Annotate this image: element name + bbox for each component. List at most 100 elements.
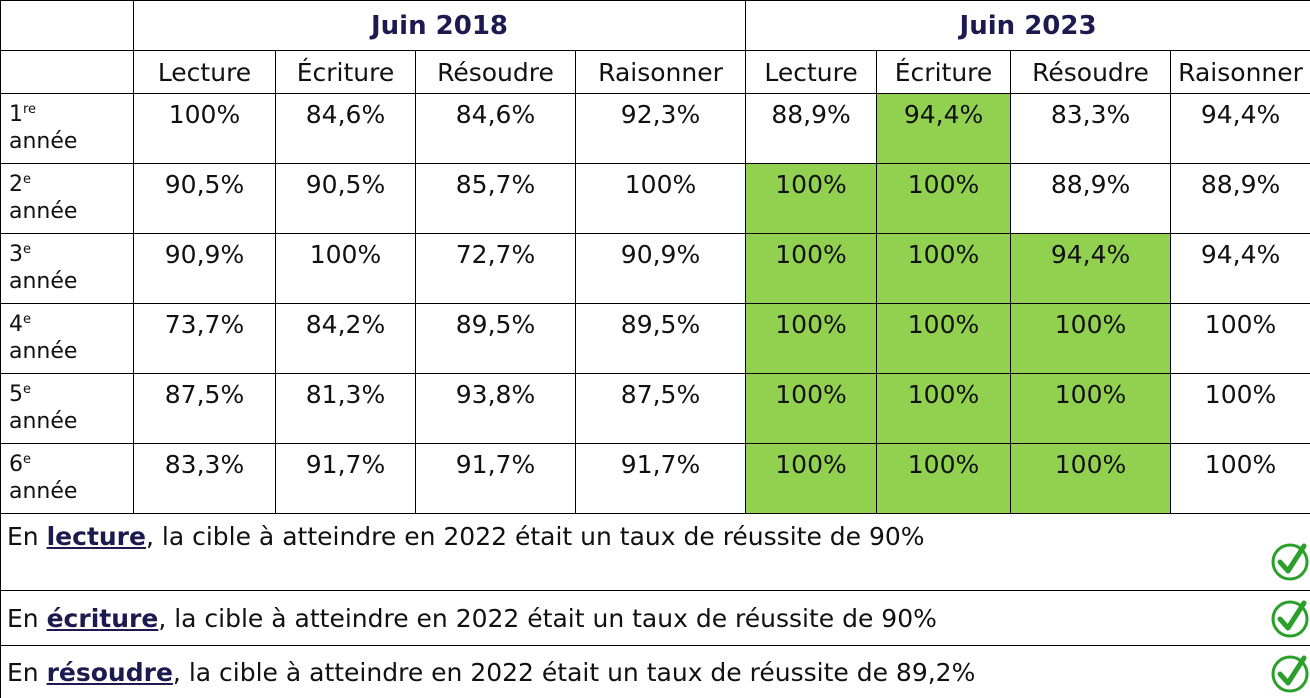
note-text: , la cible à atteindre en 2022 était un … [145,522,925,551]
value-cell: 84,6% [275,93,416,164]
value-cell: 87,5% [574,373,747,444]
row-suffix: e [23,452,31,467]
data-row: 2e année 90,5% 90,5% 85,7% 100% 100% 100% 88,9% 8… [0,163,1310,234]
column-row: Lecture Écriture Résoudre Raisonner Lecture É… [0,50,1310,94]
note-text: , la cible à atteindre en 2022 était un … [158,603,937,633]
note-keyword: lecture [46,522,146,551]
value-cell: 85,7% [415,163,576,234]
value-cell: 88,9% [1170,163,1310,234]
check-icon [1271,655,1309,693]
group-header: Juin 2018 [132,0,747,51]
value-cell: 90,9% [133,233,276,304]
value-cell: 100% [876,443,1012,514]
note-row: En résoudre, la cible à atteindre en 202… [0,645,1310,698]
row-suffix: e [23,242,31,257]
group-row: Juin 2018 Juin 2023 [0,0,1310,51]
row-word: année [9,339,78,364]
value-cell: 100% [876,233,1012,304]
value-cell: 94,4% [1170,93,1310,164]
value-cell: 100% [745,233,878,304]
value-cell: 84,6% [415,93,576,164]
value-cell: 100% [876,303,1012,374]
note-text: , la cible à atteindre en 2022 était un … [172,657,976,687]
row-label: 6e année [0,443,134,514]
value-cell: 93,8% [415,373,576,444]
group-header: Juin 2023 [745,0,1310,51]
value-cell: 91,7% [574,443,747,514]
value-cell: 72,7% [415,233,576,304]
note-cell: En résoudre, la cible à atteindre en 202… [0,645,1310,698]
row-word: année [9,199,78,224]
value-cell: 100% [1170,443,1310,514]
row-suffix: e [23,172,31,187]
row-label: 4e année [0,303,134,374]
column-header: Résoudre [1010,50,1172,94]
note-keyword: résoudre [46,657,173,687]
row-number: 6 [9,452,23,477]
note-prefix: En [7,657,47,687]
check-icon [1271,600,1309,638]
value-cell: 73,7% [133,303,276,374]
value-cell: 90,5% [133,163,276,234]
value-cell: 100% [133,93,276,164]
note-cell: En écriture, la cible à atteindre en 202… [0,590,1310,646]
note-prefix: En [7,522,47,551]
row-suffix: e [23,312,31,327]
data-row: 3e année 90,9% 100% 72,7% 90,9% 100% 100% 94,4% 9… [0,233,1310,304]
value-cell: 100% [745,163,878,234]
value-cell: 83,3% [133,443,276,514]
value-cell: 88,9% [745,93,878,164]
value-cell: 100% [745,443,878,514]
value-cell: 100% [1010,443,1172,514]
note-keyword: écriture [46,603,159,633]
column-header: Lecture [133,50,276,94]
row-number: 4 [9,312,23,337]
value-cell: 89,5% [574,303,747,374]
value-cell: 91,7% [415,443,576,514]
value-cell: 94,4% [1010,233,1172,304]
row-number: 3 [9,242,23,267]
column-header: Écriture [876,50,1012,94]
column-header: Lecture [745,50,878,94]
data-row: 4e année 73,7% 84,2% 89,5% 89,5% 100% 100% 100% 1… [0,303,1310,374]
data-row: 1re année 100% 84,6% 84,6% 92,3% 88,9% 94,4% 83,… [0,93,1310,164]
value-cell: 90,5% [275,163,416,234]
row-word: année [9,269,78,294]
value-cell: 84,2% [275,303,416,374]
corner-cell [0,0,134,51]
data-row: 5e année 87,5% 81,3% 93,8% 87,5% 100% 100% 100% 1… [0,373,1310,444]
value-cell: 100% [1010,373,1172,444]
row-label: 2e année [0,163,134,234]
value-cell: 94,4% [876,93,1012,164]
value-cell: 100% [745,303,878,374]
value-cell: 87,5% [133,373,276,444]
data-row: 6e année 83,3% 91,7% 91,7% 91,7% 100% 100% 100% 1… [0,443,1310,514]
value-cell: 100% [1170,373,1310,444]
value-cell: 94,4% [1170,233,1310,304]
column-header: Raisonner [574,50,747,94]
note-row: En écriture, la cible à atteindre en 202… [0,590,1310,646]
row-suffix: re [23,102,37,117]
value-cell: 89,5% [415,303,576,374]
row-word: année [9,129,78,154]
value-cell: 100% [745,373,878,444]
check-icon [1271,543,1309,581]
row-label: 1re année [0,93,134,164]
row-word: année [9,409,78,434]
note-cell: En lecture, la cible à atteindre en 2022… [0,513,1310,591]
column-header: Résoudre [415,50,576,94]
value-cell: 83,3% [1010,93,1172,164]
value-cell: 100% [574,163,747,234]
row-word: année [9,479,78,504]
row-number: 2 [9,172,23,197]
row-label: 3e année [0,233,134,304]
corner-cell [0,50,134,94]
row-label: 5e année [0,373,134,444]
value-cell: 100% [275,233,416,304]
note-prefix: En [7,603,47,633]
value-cell: 100% [1010,303,1172,374]
value-cell: 90,9% [574,233,747,304]
row-number: 5 [9,382,23,407]
